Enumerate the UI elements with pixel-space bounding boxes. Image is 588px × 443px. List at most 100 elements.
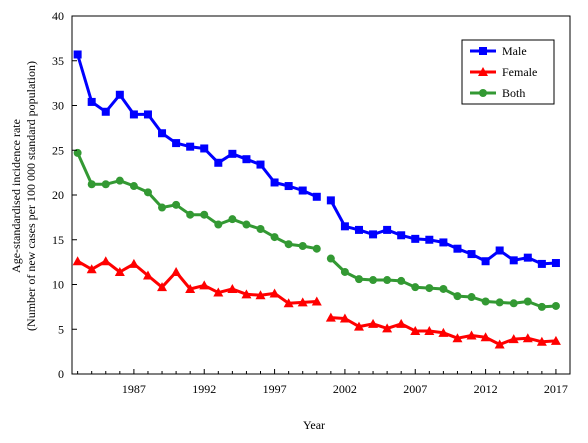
point-male-1984 xyxy=(87,97,96,106)
axes-layer: 0 5 10 15 20 25 30 35 40 1987 1992 1997 2002 2007 2012… xyxy=(52,9,571,396)
point-both-2008 xyxy=(425,284,434,293)
point-male-2016 xyxy=(537,259,546,268)
x-tick-label: 2002 xyxy=(333,382,357,396)
legend-marker-male xyxy=(479,47,487,55)
point-both-1991 xyxy=(186,210,195,219)
point-both-1985 xyxy=(101,180,110,189)
point-female-2002 xyxy=(339,313,350,323)
point-male-2003 xyxy=(354,225,363,234)
line-both-segment-2 xyxy=(329,257,556,309)
x-tick-label: 2012 xyxy=(474,382,498,396)
point-female-1984 xyxy=(86,264,97,274)
series-both xyxy=(73,148,560,311)
point-female-2016 xyxy=(536,336,547,346)
point-both-2013 xyxy=(495,298,504,307)
point-male-2004 xyxy=(369,230,378,239)
point-male-2013 xyxy=(495,246,504,255)
point-both-1999 xyxy=(298,242,307,251)
point-both-1997 xyxy=(270,233,279,242)
y-tick-label: 30 xyxy=(52,99,64,113)
point-female-1996 xyxy=(255,290,266,300)
y-axis-label-line2: (Number of new cases per 100 000 standar… xyxy=(24,61,38,331)
line-male-segment-2 xyxy=(329,199,556,266)
point-male-1992 xyxy=(200,144,209,153)
point-male-2002 xyxy=(340,222,349,231)
point-both-2012 xyxy=(481,297,490,306)
point-female-2000 xyxy=(311,296,322,306)
point-both-2003 xyxy=(354,275,363,284)
point-both-2009 xyxy=(439,284,448,293)
y-tick-label: 15 xyxy=(52,233,64,247)
point-female-2011 xyxy=(466,330,477,340)
point-female-2008 xyxy=(424,326,435,336)
point-male-1990 xyxy=(172,139,181,148)
point-male-1999 xyxy=(298,186,307,195)
point-male-1991 xyxy=(186,142,195,151)
legend-entry-female: Female xyxy=(470,65,537,79)
point-both-1984 xyxy=(87,180,96,189)
point-female-1999 xyxy=(297,297,308,307)
x-tick-label: 1992 xyxy=(192,382,216,396)
y-tick-label: 0 xyxy=(58,367,64,381)
point-both-1996 xyxy=(256,225,265,234)
point-male-2001 xyxy=(326,196,335,205)
point-female-1988 xyxy=(142,270,153,280)
point-both-2016 xyxy=(537,302,546,311)
point-male-1989 xyxy=(158,129,167,138)
point-female-2009 xyxy=(438,327,449,337)
point-both-2015 xyxy=(523,297,532,306)
point-female-2015 xyxy=(522,333,533,343)
point-female-2007 xyxy=(410,326,421,336)
point-female-1987 xyxy=(128,258,139,268)
point-both-2002 xyxy=(340,267,349,276)
point-female-2014 xyxy=(508,334,519,344)
point-male-2017 xyxy=(551,259,560,268)
point-male-2015 xyxy=(523,253,532,262)
point-female-1993 xyxy=(213,287,224,297)
point-female-1992 xyxy=(199,280,210,290)
point-female-1994 xyxy=(227,283,238,293)
point-male-1995 xyxy=(242,155,251,164)
point-male-2006 xyxy=(397,231,406,240)
point-female-2004 xyxy=(368,318,379,328)
point-female-2006 xyxy=(396,318,407,328)
legend-label-male: Male xyxy=(502,44,527,58)
point-both-2007 xyxy=(411,283,420,292)
point-both-2011 xyxy=(467,293,476,302)
line-both-segment-1 xyxy=(76,152,318,251)
legend-marker-female xyxy=(478,67,488,76)
point-male-2012 xyxy=(481,257,490,266)
point-both-1986 xyxy=(115,176,124,185)
point-male-2009 xyxy=(439,238,448,247)
point-both-2005 xyxy=(383,276,392,285)
point-both-1998 xyxy=(284,240,293,249)
point-male-1997 xyxy=(270,178,279,187)
point-female-1995 xyxy=(241,289,252,299)
point-both-2014 xyxy=(509,299,518,308)
x-tick-label: 1987 xyxy=(122,382,146,396)
x-tick-label: 2007 xyxy=(403,382,427,396)
line-female-segment-1 xyxy=(76,259,317,305)
y-tick-label: 25 xyxy=(52,143,64,157)
x-axis-label: Year xyxy=(303,418,325,432)
legend: Male Female Both xyxy=(461,39,555,105)
point-male-1985 xyxy=(101,107,110,116)
point-female-2003 xyxy=(353,321,364,331)
point-male-1983 xyxy=(73,50,82,59)
point-both-2006 xyxy=(397,276,406,285)
point-male-2005 xyxy=(383,225,392,234)
point-male-1987 xyxy=(129,110,138,119)
series-layer xyxy=(72,50,561,349)
point-both-2004 xyxy=(369,276,378,285)
point-male-2007 xyxy=(411,234,420,243)
point-female-1998 xyxy=(283,298,294,308)
point-female-1990 xyxy=(171,266,182,276)
point-female-1985 xyxy=(100,256,111,266)
legend-label-female: Female xyxy=(502,65,537,79)
point-female-2017 xyxy=(550,335,561,345)
point-female-1991 xyxy=(185,283,196,293)
y-axis-label-line1: Age-standardised incidence rate xyxy=(9,119,23,273)
y-tick-label: 20 xyxy=(52,188,64,202)
point-both-2001 xyxy=(326,254,335,263)
point-female-2013 xyxy=(494,339,505,349)
